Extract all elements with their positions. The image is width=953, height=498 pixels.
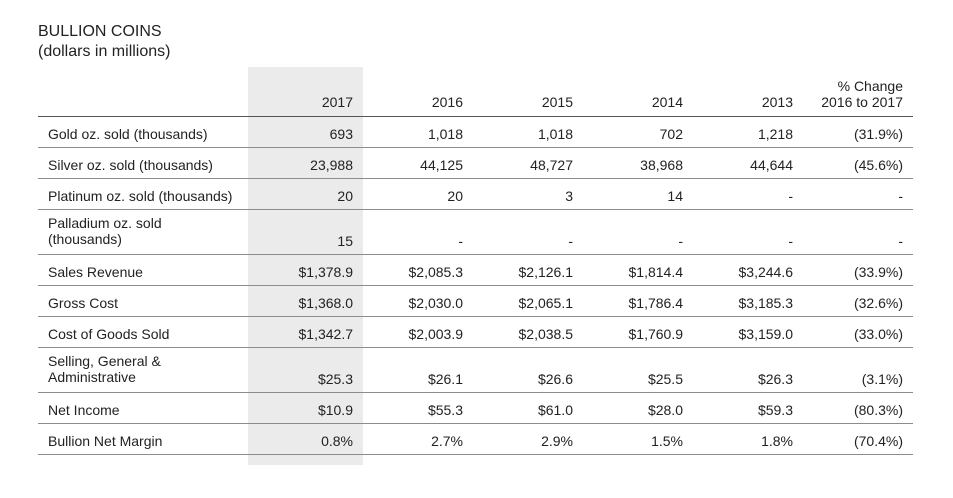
value-2014: $1,760.9 [583,316,693,348]
header-2013: 2013 [693,67,803,117]
value-2014: $1,786.4 [583,285,693,317]
header-2014: 2014 [583,67,693,117]
value-pct-change: - [803,178,913,210]
value-2015: 2.9% [473,423,583,455]
value-2013: $3,185.3 [693,285,803,317]
value-2017: 693 [248,116,363,148]
value-pct-change: (70.4%) [803,423,913,455]
table-row: Net Income $10.9 $55.3 $61.0 $28.0 $59.3 (80.3… [38,392,913,424]
bullion-coins-table: 2017 2016 2015 2014 2013 % Change 2016 t… [38,67,913,455]
header-2016: 2016 [363,67,473,117]
value-2016: $2,085.3 [363,254,473,286]
value-2016: - [363,209,473,255]
value-2015: 1,018 [473,116,583,148]
value-2013: - [693,178,803,210]
value-2014: 14 [583,178,693,210]
value-2014: $1,814.4 [583,254,693,286]
header-2015: 2015 [473,67,583,117]
value-2015: $2,038.5 [473,316,583,348]
table-row: Bullion Net Margin 0.8% 2.7% 2.9% 1.5% 1.8% (7… [38,423,913,455]
row-label: Silver oz. sold (thousands) [38,147,248,179]
table-title-block: BULLION COINS (dollars in millions) [38,22,170,62]
value-2017: $1,378.9 [248,254,363,286]
value-2015: 48,727 [473,147,583,179]
table-row: Palladium oz. sold (thousands) 15- - - - - [38,209,913,255]
value-2013: 44,644 [693,147,803,179]
value-2013: $59.3 [693,392,803,424]
value-2017: 0.8% [248,423,363,455]
value-2013: $3,159.0 [693,316,803,348]
header-row: 2017 2016 2015 2014 2013 % Change 2016 t… [38,67,913,117]
value-pct-change: (33.9%) [803,254,913,286]
table-row: Gold oz. sold (thousands) 693 1,018 1,018 70… [38,116,913,148]
value-2014: 1.5% [583,423,693,455]
value-pct-change: (31.9%) [803,116,913,148]
table-row: Platinum oz. sold (thousands) 20 20 3 14- - [38,178,913,210]
value-2013: $26.3 [693,347,803,393]
header-pct-change: % Change 2016 to 2017 [803,67,913,117]
value-2016: 2.7% [363,423,473,455]
value-2017: $1,342.7 [248,316,363,348]
row-label: Platinum oz. sold (thousands) [38,178,248,210]
row-label: Palladium oz. sold (thousands) [38,209,248,255]
value-2014: 38,968 [583,147,693,179]
value-pct-change: - [803,209,913,255]
value-2013: - [693,209,803,255]
value-2016: $26.1 [363,347,473,393]
row-label: Selling, General & Administrative [38,347,248,393]
row-label: Sales Revenue [38,254,248,286]
value-2017: 20 [248,178,363,210]
table-row: Silver oz. sold (thousands) 23,988 44,125 4… [38,147,913,179]
table-row: Selling, General & Administrative $25.3 $2… [38,347,913,393]
table-title: BULLION COINS [38,23,162,40]
row-label: Gold oz. sold (thousands) [38,116,248,148]
value-2017: 15 [248,209,363,255]
value-2017: 23,988 [248,147,363,179]
value-pct-change: (32.6%) [803,285,913,317]
value-2016: 20 [363,178,473,210]
value-2014: $28.0 [583,392,693,424]
value-pct-change: (45.6%) [803,147,913,179]
value-2016: $55.3 [363,392,473,424]
value-2013: 1,218 [693,116,803,148]
value-2016: $2,003.9 [363,316,473,348]
value-2015: $26.6 [473,347,583,393]
value-2016: 44,125 [363,147,473,179]
value-2015: $61.0 [473,392,583,424]
row-label: Cost of Goods Sold [38,316,248,348]
value-pct-change: (3.1%) [803,347,913,393]
header-2017: 2017 [248,67,363,117]
value-2015: $2,065.1 [473,285,583,317]
value-2017: $25.3 [248,347,363,393]
value-2016: 1,018 [363,116,473,148]
table-row: Sales Revenue $1,378.9 $2,085.3 $2,126.1 $1,… [38,254,913,286]
value-2014: - [583,209,693,255]
row-label: Net Income [38,392,248,424]
value-2017: $10.9 [248,392,363,424]
value-2017: $1,368.0 [248,285,363,317]
header-label-cell [38,67,248,117]
value-2015: $2,126.1 [473,254,583,286]
table-subtitle: (dollars in millions) [38,43,171,60]
value-2015: - [473,209,583,255]
value-pct-change: (80.3%) [803,392,913,424]
value-2015: 3 [473,178,583,210]
value-pct-change: (33.0%) [803,316,913,348]
table-row: Cost of Goods Sold $1,342.7 $2,003.9 $2,038… [38,316,913,348]
table-row: Gross Cost $1,368.0 $2,030.0 $2,065.1 $1,786… [38,285,913,317]
value-2013: 1.8% [693,423,803,455]
value-2016: $2,030.0 [363,285,473,317]
value-2014: $25.5 [583,347,693,393]
row-label: Gross Cost [38,285,248,317]
value-2014: 702 [583,116,693,148]
value-2013: $3,244.6 [693,254,803,286]
row-label: Bullion Net Margin [38,423,248,455]
